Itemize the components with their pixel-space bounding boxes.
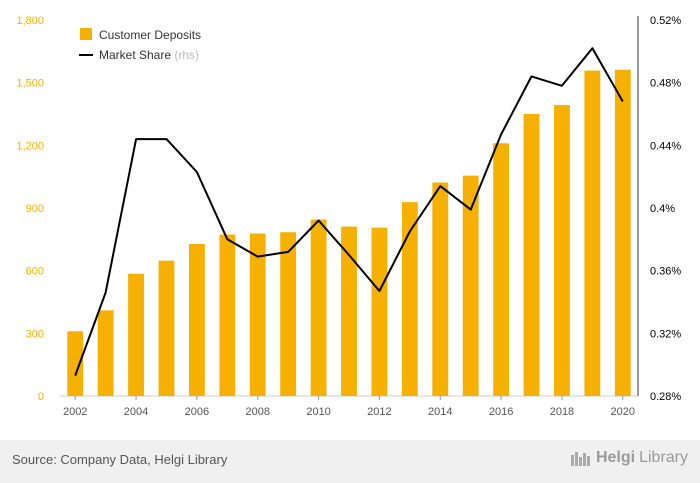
x-tick-label: 2006	[185, 406, 209, 418]
legend-swatch-bar	[80, 28, 92, 40]
y-right-tick-label: 0.52%	[650, 15, 681, 27]
y-left-tick-label: 600	[26, 266, 44, 278]
bar	[249, 233, 266, 396]
y-right-tick-label: 0.32%	[650, 328, 681, 340]
x-tick-label: 2008	[245, 406, 269, 418]
bar	[401, 202, 418, 396]
bar	[310, 219, 327, 396]
bar	[341, 226, 357, 396]
bar	[67, 331, 84, 396]
chart-svg: 0 300 600 900 1,200 1,500 1,800 0.28% 0.32% 0.36%…	[16, 15, 681, 418]
y-left-tick-label: 0	[38, 391, 44, 403]
bar	[462, 175, 479, 396]
x-tick-label: 2010	[306, 406, 330, 418]
source-text: Source: Company Data, Helgi Library	[12, 452, 228, 467]
x-tick-label: 2002	[63, 406, 87, 418]
y-right-tick-label: 0.48%	[650, 78, 681, 90]
y-right-tick-label: 0.4%	[650, 203, 675, 215]
x-tick-label: 2016	[489, 406, 513, 418]
bar	[584, 70, 601, 396]
y-right-tick-label: 0.44%	[650, 140, 681, 152]
bar	[523, 114, 540, 396]
x-tick-label: 2018	[550, 406, 574, 418]
bar	[219, 234, 236, 396]
x-tick-label: 2004	[124, 406, 148, 418]
bar	[554, 105, 570, 397]
y-left-tick-label: 1,800	[16, 15, 44, 27]
bar	[493, 143, 510, 396]
brand-name-part2: Library	[639, 449, 688, 466]
x-tick-label: 2012	[367, 406, 391, 418]
y-right-tick-label: 0.36%	[650, 266, 681, 278]
x-tick-label: 2020	[611, 406, 635, 418]
y-left-tick-label: 1,200	[16, 140, 44, 152]
footer: Source: Company Data, Helgi Library Helg…	[0, 440, 700, 483]
brand-logo: Helgi Library	[570, 449, 688, 467]
bar	[280, 232, 297, 396]
y-left-tick-label: 900	[26, 203, 44, 215]
legend-rhs-note: (rhs)	[174, 48, 199, 62]
library-icon	[570, 452, 590, 466]
bar	[128, 273, 144, 396]
bar	[188, 243, 205, 396]
y-right-tick-label: 0.28%	[650, 391, 681, 403]
bar	[432, 182, 449, 396]
x-tick-label: 2014	[428, 406, 452, 418]
bar	[614, 69, 631, 397]
y-left-tick-label: 300	[26, 328, 44, 340]
brand-name-part1: Helgi	[595, 449, 636, 466]
bar	[97, 310, 114, 396]
chart: 0 300 600 900 1,200 1,500 1,800 0.28% 0.32% 0.36%…	[16, 15, 681, 418]
legend-label-bar: Customer Deposits	[99, 28, 201, 42]
y-left-tick-label: 1,500	[16, 78, 44, 90]
legend-label-line: Market Share (rhs)	[99, 48, 199, 62]
bar	[158, 260, 175, 396]
bar	[371, 227, 388, 396]
